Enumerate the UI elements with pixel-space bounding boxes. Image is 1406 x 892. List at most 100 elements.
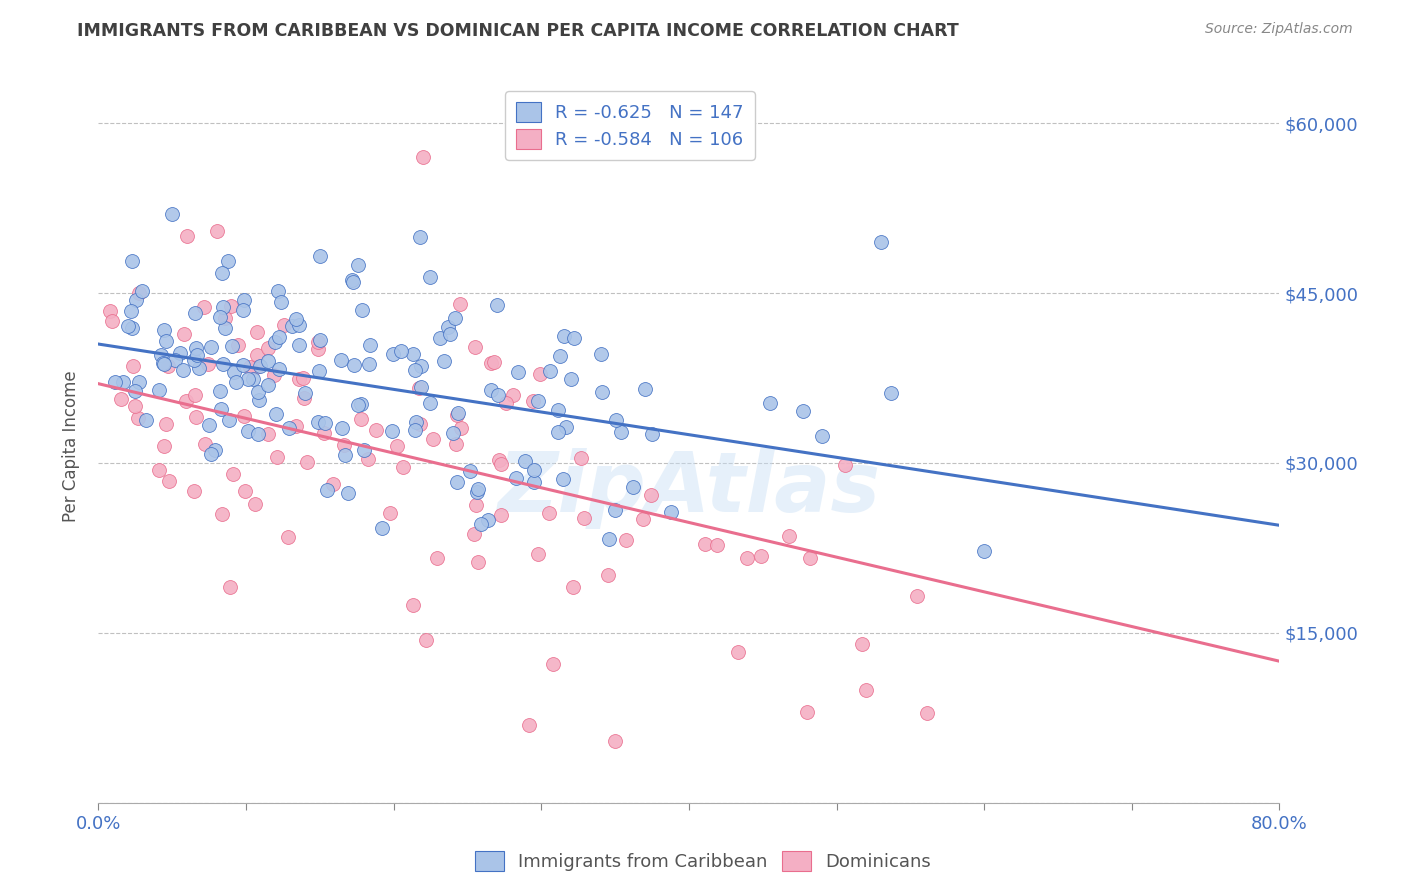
- Point: [412, 150, 434, 164]
- Point: [408, 381, 430, 395]
- Point: [596, 568, 619, 582]
- Point: [603, 503, 626, 517]
- Point: [562, 331, 585, 345]
- Point: [263, 368, 285, 382]
- Point: [155, 334, 177, 348]
- Point: [350, 412, 373, 426]
- Point: [211, 301, 233, 315]
- Point: [294, 386, 316, 401]
- Point: [409, 230, 432, 244]
- Point: [598, 532, 620, 546]
- Point: [796, 705, 818, 719]
- Point: [405, 415, 427, 429]
- Point: [404, 423, 426, 437]
- Point: [749, 549, 772, 563]
- Point: [184, 388, 207, 402]
- Point: [792, 404, 814, 418]
- Point: [353, 443, 375, 458]
- Point: [176, 229, 198, 244]
- Point: [233, 409, 256, 423]
- Point: [547, 425, 569, 440]
- Point: [269, 362, 291, 376]
- Text: IMMIGRANTS FROM CARIBBEAN VS DOMINICAN PER CAPITA INCOME CORRELATION CHART: IMMIGRANTS FROM CARIBBEAN VS DOMINICAN P…: [77, 22, 959, 40]
- Point: [347, 398, 370, 412]
- Point: [359, 337, 381, 351]
- Point: [222, 365, 245, 379]
- Point: [695, 537, 717, 551]
- Point: [295, 455, 318, 469]
- Point: [441, 425, 464, 440]
- Point: [465, 485, 488, 500]
- Point: [285, 419, 308, 434]
- Point: [117, 319, 139, 334]
- Point: [128, 375, 150, 389]
- Point: [621, 480, 644, 494]
- Point: [463, 527, 485, 541]
- Point: [239, 359, 262, 374]
- Point: [121, 321, 143, 335]
- Point: [194, 437, 217, 451]
- Point: [127, 410, 149, 425]
- Point: [111, 375, 134, 389]
- Point: [411, 380, 433, 394]
- Point: [449, 297, 471, 311]
- Point: [491, 457, 513, 471]
- Point: [288, 338, 311, 352]
- Point: [292, 371, 315, 385]
- Point: [232, 293, 254, 307]
- Point: [633, 382, 655, 396]
- Point: [232, 303, 254, 318]
- Point: [292, 391, 315, 405]
- Point: [183, 484, 205, 499]
- Point: [219, 580, 242, 594]
- Point: [834, 458, 856, 473]
- Point: [870, 235, 893, 249]
- Point: [120, 303, 142, 318]
- Point: [204, 442, 226, 457]
- Point: [343, 358, 366, 372]
- Point: [538, 364, 561, 378]
- Point: [513, 454, 536, 468]
- Point: [529, 367, 551, 381]
- Point: [155, 417, 177, 431]
- Point: [641, 426, 664, 441]
- Point: [314, 416, 336, 430]
- Point: [727, 645, 749, 659]
- Point: [277, 530, 299, 544]
- Point: [915, 706, 938, 721]
- Point: [444, 437, 467, 451]
- Point: [104, 375, 127, 389]
- Point: [157, 474, 180, 488]
- Point: [264, 335, 287, 350]
- Point: [433, 354, 456, 368]
- Point: [506, 365, 529, 379]
- Point: [257, 341, 280, 355]
- Point: [200, 447, 222, 461]
- Point: [467, 555, 489, 569]
- Point: [121, 253, 143, 268]
- Point: [209, 401, 232, 416]
- Point: [759, 396, 782, 410]
- Text: Source: ZipAtlas.com: Source: ZipAtlas.com: [1205, 22, 1353, 37]
- Point: [100, 304, 122, 318]
- Point: [450, 421, 472, 435]
- Point: [222, 467, 245, 482]
- Point: [631, 512, 654, 526]
- Point: [609, 425, 631, 440]
- Point: [162, 207, 183, 221]
- Point: [245, 497, 267, 511]
- Point: [217, 253, 239, 268]
- Point: [411, 359, 433, 373]
- Point: [197, 357, 219, 371]
- Point: [173, 326, 195, 341]
- Point: [246, 384, 269, 399]
- Point: [288, 318, 311, 332]
- Point: [235, 483, 257, 498]
- Point: [706, 538, 728, 552]
- Point: [737, 550, 759, 565]
- Point: [281, 319, 304, 334]
- Y-axis label: Per Capita Income: Per Capita Income: [62, 370, 80, 522]
- Point: [502, 387, 524, 401]
- Point: [205, 224, 228, 238]
- Point: [322, 476, 344, 491]
